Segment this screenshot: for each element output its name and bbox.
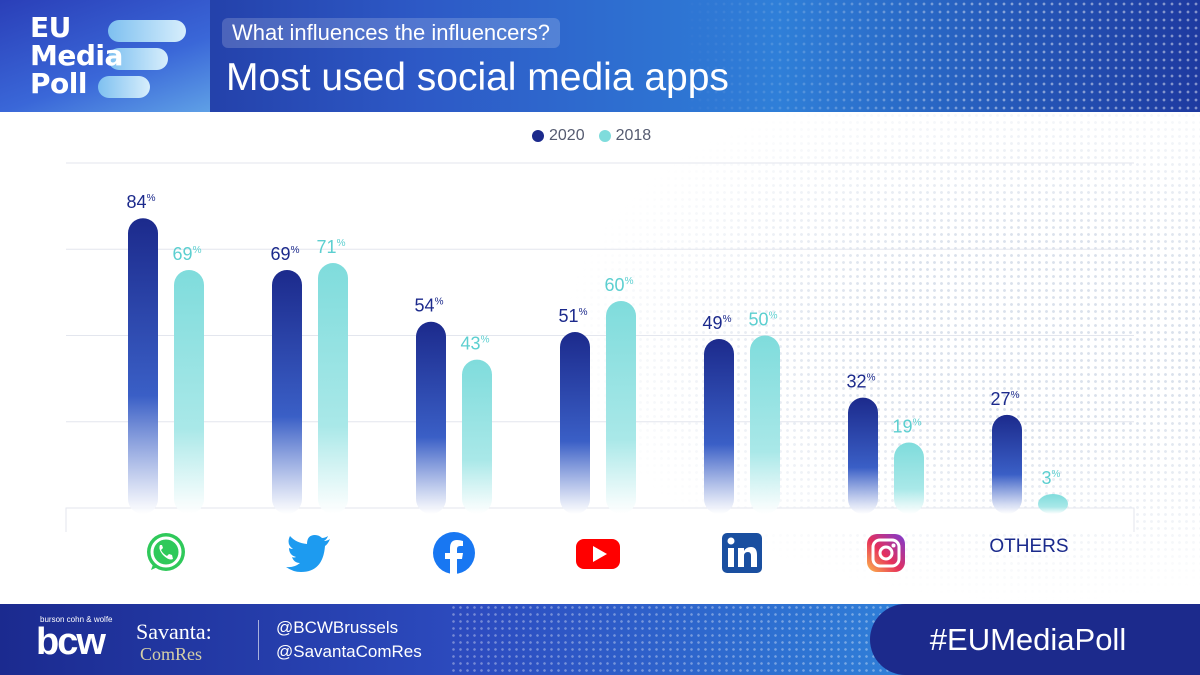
bcw-tagline: burson cohn & wolfe xyxy=(40,615,113,624)
logo-line: Poll xyxy=(30,67,87,100)
logo-line: Media xyxy=(30,39,123,72)
data-label: 19% xyxy=(893,416,922,436)
linkedin-icon xyxy=(718,530,766,576)
data-label: 69% xyxy=(271,244,300,264)
chart-subtitle: What influences the influencers? xyxy=(222,18,560,48)
chart-legend: 2020 2018 xyxy=(532,124,651,148)
comres-logo: ComRes xyxy=(140,644,203,664)
hashtag-label[interactable]: #EUMediaPoll xyxy=(929,622,1127,657)
bar-2018-linkedin xyxy=(750,335,780,514)
data-label: 3% xyxy=(1042,468,1061,488)
bar-2018-youtube xyxy=(606,301,636,514)
bar-2020-instagram xyxy=(848,397,878,514)
twitter-handle-bcw[interactable]: @BCWBrussels xyxy=(276,618,399,637)
legend-label: 2018 xyxy=(615,127,652,144)
hashtag-pill: #EUMediaPoll xyxy=(870,604,1200,675)
legend-label: 2020 xyxy=(549,127,585,144)
chart-title: Most used social media apps xyxy=(226,56,729,99)
data-label: 69% xyxy=(173,244,202,264)
twitter-handle-savanta[interactable]: @SavantaComRes xyxy=(276,642,422,661)
bar-2018-instagram xyxy=(894,442,924,514)
data-label: 43% xyxy=(461,334,490,354)
header-banner: EU Media Poll What influences the influe… xyxy=(0,0,1200,112)
data-label: 32% xyxy=(847,372,876,392)
bar-2020-facebook xyxy=(416,321,446,514)
instagram-icon xyxy=(862,530,910,576)
legend-item-2018: 2018 xyxy=(598,127,652,145)
twitter-icon xyxy=(286,530,334,576)
bar-2018-twitter xyxy=(318,263,348,514)
header-dot-pattern xyxy=(680,0,1200,112)
bar-2020-whatsapp xyxy=(128,218,158,514)
logo-pill xyxy=(98,76,150,98)
logo-pill xyxy=(108,48,168,70)
bar-2020-youtube xyxy=(560,332,590,514)
bar-2018-whatsapp xyxy=(174,269,204,514)
data-label: 49% xyxy=(703,313,732,333)
bcw-logo: bcw xyxy=(36,621,106,663)
eu-media-poll-logo: EU Media Poll xyxy=(0,0,210,112)
legend-swatch-2018 xyxy=(598,130,611,142)
facebook-icon xyxy=(430,530,478,576)
axis-baseline xyxy=(65,507,1135,532)
data-label: 51% xyxy=(559,306,588,326)
data-label: 71% xyxy=(317,237,346,257)
data-label: 60% xyxy=(605,275,634,295)
whatsapp-icon xyxy=(142,530,190,576)
others-category-label: OTHERS xyxy=(989,536,1069,557)
footer-dot-pattern xyxy=(450,604,900,675)
data-label: 50% xyxy=(749,310,778,330)
data-label: 27% xyxy=(991,389,1020,409)
data-label: 84% xyxy=(127,192,156,212)
legend-swatch-2020 xyxy=(532,130,544,142)
footer-divider xyxy=(258,620,259,660)
data-label: 54% xyxy=(415,296,444,316)
bar-2018-facebook xyxy=(462,359,492,514)
bar-chart: 84% 69% 69% 71% 54% 43% 51% 60% 49% 50% 32% 19% 27% 3… xyxy=(65,162,1135,532)
youtube-icon xyxy=(574,530,622,576)
bar-2020-twitter xyxy=(272,269,302,514)
logo-pill xyxy=(108,20,186,42)
bar-2020-others xyxy=(992,414,1022,514)
savanta-logo: Savanta: xyxy=(136,619,212,644)
logo-line: EU xyxy=(30,11,71,44)
bar-2020-linkedin xyxy=(704,338,734,514)
legend-item-2020: 2020 xyxy=(532,127,585,145)
bar-2018-others xyxy=(1038,494,1068,514)
